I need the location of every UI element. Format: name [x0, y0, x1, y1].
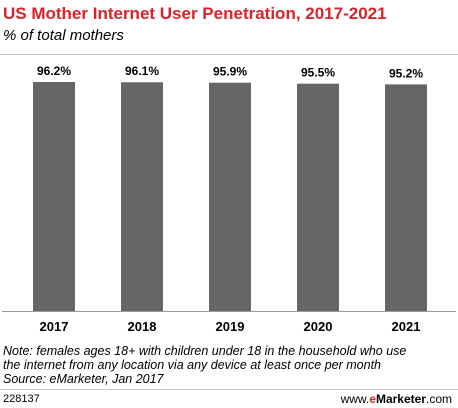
source-line: Source: eMarketer, Jan 2017 [3, 372, 164, 386]
x-tick-2017: 2017 [40, 319, 69, 334]
bar-2021 [385, 84, 427, 311]
top-divider [0, 54, 458, 55]
x-tick-2019: 2019 [216, 319, 245, 334]
value-label-2019: 95.9% [213, 65, 247, 79]
brand-accent: e [369, 392, 376, 406]
brand-suffix: .com [425, 392, 452, 406]
value-label-2017: 96.2% [37, 64, 71, 78]
chart-subtitle: % of total mothers [3, 27, 124, 44]
x-tick-2018: 2018 [128, 319, 157, 334]
chart-title: US Mother Internet User Penetration, 201… [3, 4, 387, 23]
bar-2018 [121, 82, 163, 312]
value-label-2021: 95.2% [389, 66, 423, 80]
bar-chart: 96.2% 2017 96.1% 2018 95.9% 2019 95.5% 2020 95.2… [2, 64, 456, 334]
chart-id: 228137 [3, 393, 40, 405]
value-label-2018: 96.1% [125, 64, 159, 78]
brand-name: Marketer [375, 392, 426, 406]
value-label-2020: 95.5% [301, 66, 335, 80]
bar-2019 [209, 82, 251, 311]
chart-note: Note: females ages 18+ with children und… [3, 344, 455, 386]
bar-2020 [297, 83, 339, 311]
x-tick-2021: 2021 [392, 319, 421, 334]
brand-prefix: www. [340, 392, 370, 406]
bottom-divider [0, 389, 458, 390]
bar-2017 [33, 82, 75, 311]
x-tick-2020: 2020 [304, 319, 333, 334]
brand-link[interactable]: www.eMarketer.com [341, 392, 452, 406]
note-line: Note: females ages 18+ with children und… [3, 344, 407, 358]
note-line: the internet from any location via any d… [3, 358, 381, 372]
